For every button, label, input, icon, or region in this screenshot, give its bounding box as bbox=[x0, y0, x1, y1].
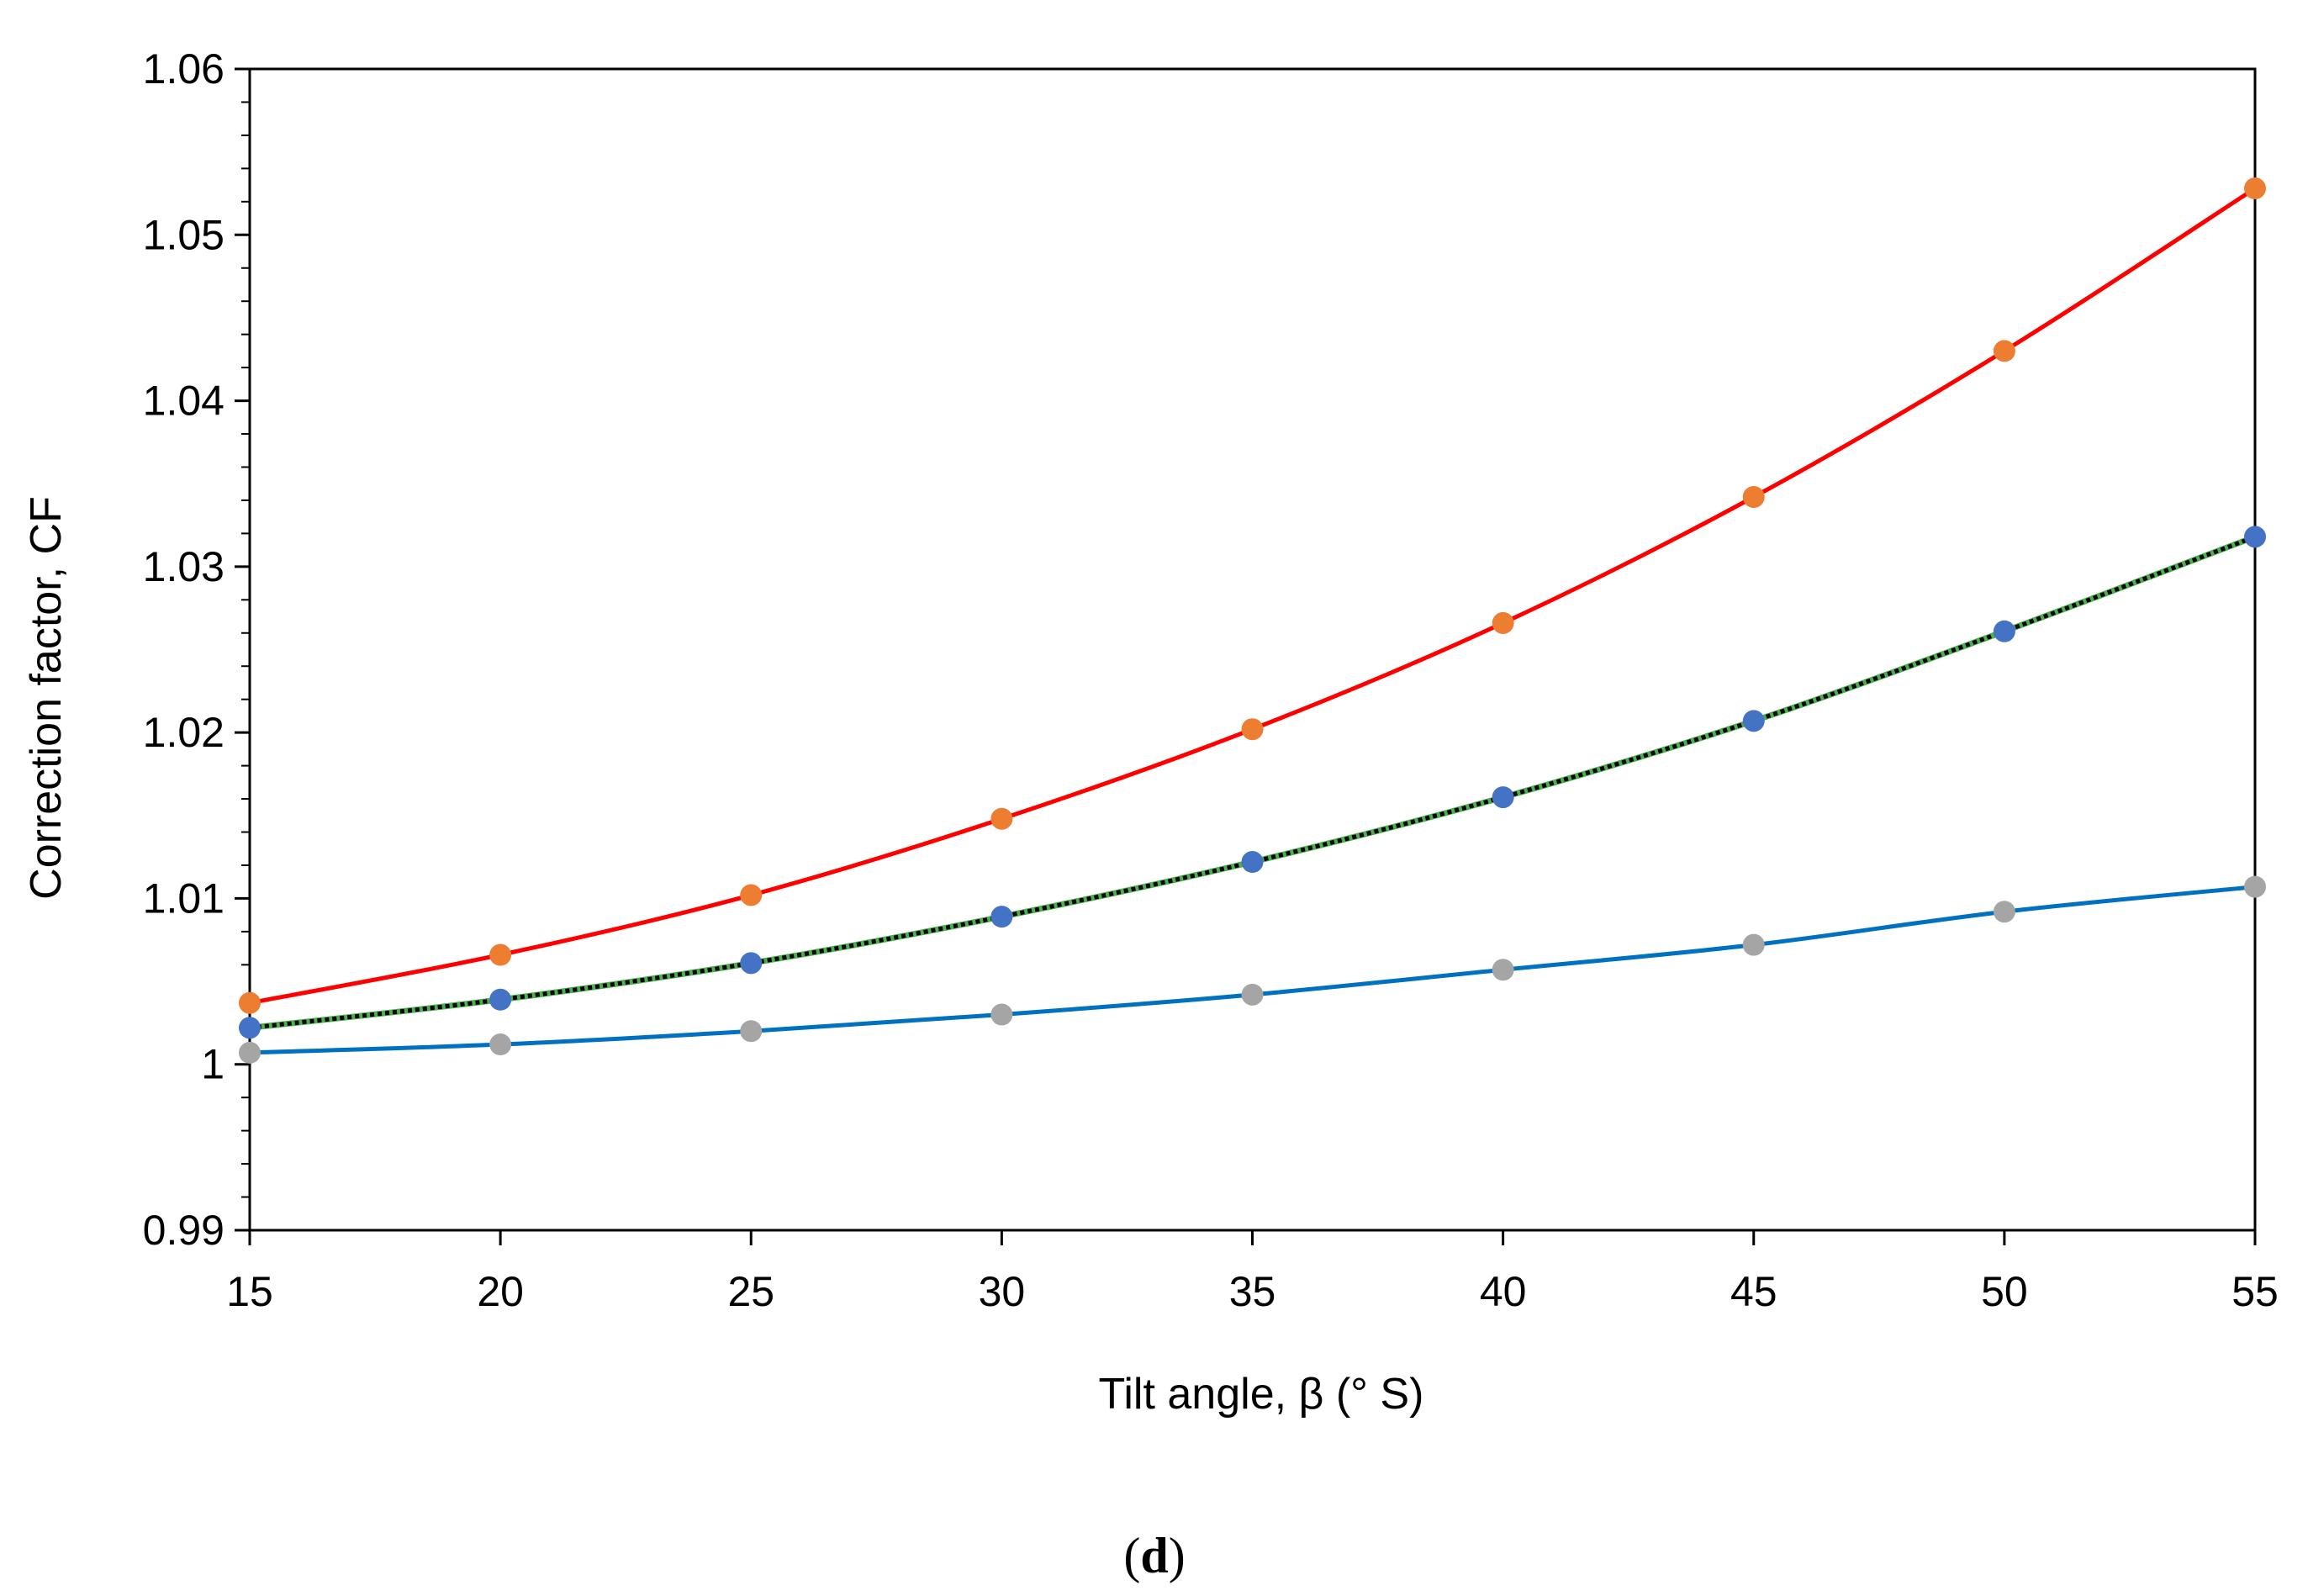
x-tick-label: 40 bbox=[1480, 1268, 1527, 1315]
y-tick-label: 1.06 bbox=[143, 45, 224, 92]
x-tick-label: 50 bbox=[1981, 1268, 2028, 1315]
data-point bbox=[740, 952, 763, 975]
series-middle-outline bbox=[246, 533, 2258, 1031]
data-point bbox=[489, 1033, 512, 1056]
data-point bbox=[2244, 526, 2266, 548]
data-point bbox=[2244, 177, 2266, 200]
x-tick-label: 15 bbox=[226, 1268, 273, 1315]
series-middle-line bbox=[249, 535, 2256, 1030]
y-tick-label: 1.02 bbox=[143, 709, 224, 756]
data-point bbox=[1742, 933, 1765, 956]
x-tick-label: 30 bbox=[979, 1268, 1026, 1315]
data-point bbox=[239, 1041, 261, 1064]
series-upper bbox=[239, 177, 2266, 1014]
data-point bbox=[1742, 485, 1765, 508]
data-point bbox=[239, 991, 261, 1014]
data-point bbox=[1993, 340, 2015, 362]
y-axis-title: Correction factor, CF bbox=[22, 496, 71, 900]
data-point bbox=[1241, 718, 1264, 741]
data-point bbox=[740, 884, 763, 906]
data-point bbox=[990, 906, 1013, 928]
x-tick-label: 45 bbox=[1730, 1268, 1777, 1315]
x-tick-label: 35 bbox=[1229, 1268, 1276, 1315]
y-tick-label: 0.99 bbox=[143, 1207, 224, 1254]
data-point bbox=[1742, 710, 1765, 732]
y-axis: 0.99 1 1.01 1.02 1.03 1.04 1.05 1.06 bbox=[143, 45, 250, 1254]
x-tick-label: 55 bbox=[2231, 1268, 2279, 1315]
data-point bbox=[1993, 620, 2015, 642]
y-tick-label: 1.01 bbox=[143, 875, 224, 922]
x-tick-label: 20 bbox=[477, 1268, 524, 1315]
data-point bbox=[2244, 875, 2266, 898]
data-point bbox=[489, 943, 512, 966]
data-point bbox=[1241, 983, 1264, 1006]
panel-label-open: ( bbox=[1123, 1528, 1140, 1583]
panel-label: (d) bbox=[1123, 1528, 1185, 1583]
data-point bbox=[489, 988, 512, 1011]
x-axis: 15 20 25 30 35 40 45 50 55 bbox=[226, 1230, 2279, 1315]
data-point bbox=[740, 1020, 763, 1043]
x-axis-title: Tilt angle, β (° S) bbox=[1099, 1370, 1424, 1419]
data-point bbox=[239, 1017, 261, 1039]
data-point bbox=[1993, 901, 2015, 923]
series-upper-line bbox=[249, 186, 2257, 1006]
data-point bbox=[1492, 786, 1514, 809]
y-tick-label: 1.03 bbox=[143, 543, 224, 590]
y-tick-label: 1 bbox=[201, 1041, 224, 1088]
series-lower-line bbox=[249, 885, 2256, 1055]
series-layer bbox=[239, 177, 2266, 1064]
data-point bbox=[1241, 851, 1264, 874]
panel-label-letter: d bbox=[1140, 1528, 1168, 1583]
y-tick-label: 1.04 bbox=[143, 378, 224, 425]
data-point bbox=[990, 807, 1013, 830]
y-tick-label: 1.05 bbox=[143, 211, 224, 258]
data-point bbox=[990, 1003, 1013, 1026]
series-middle bbox=[239, 526, 2266, 1039]
series-lower bbox=[239, 875, 2266, 1064]
data-point bbox=[1492, 611, 1514, 634]
x-tick-label: 25 bbox=[727, 1268, 774, 1315]
panel-label-close: ) bbox=[1169, 1528, 1186, 1583]
data-point bbox=[1492, 959, 1514, 981]
